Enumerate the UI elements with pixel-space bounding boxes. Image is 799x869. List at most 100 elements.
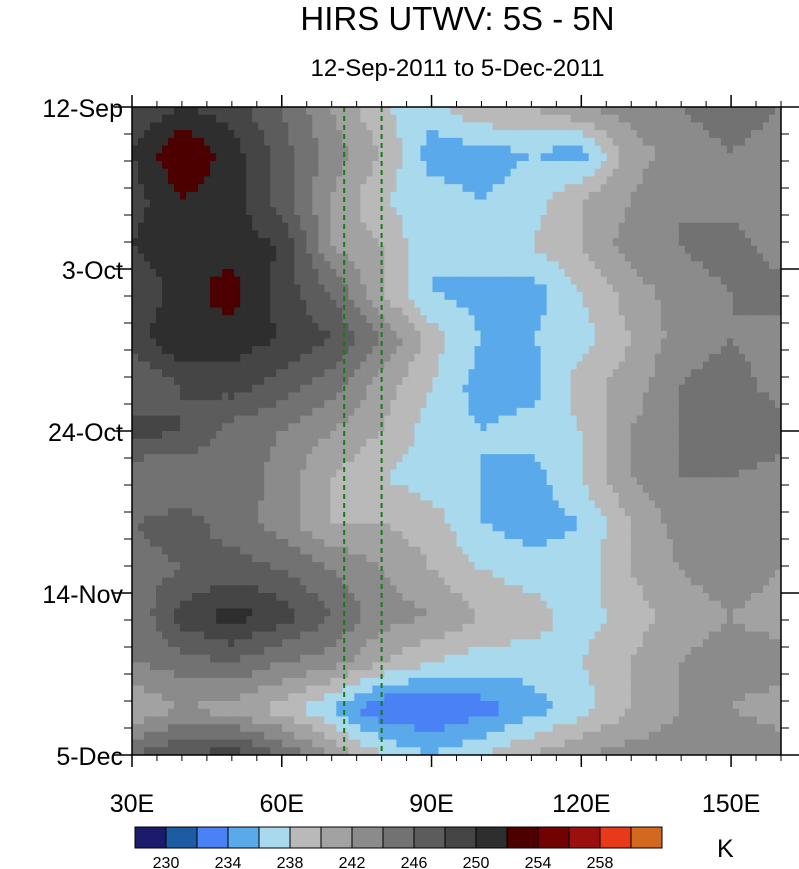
contour-cell bbox=[414, 323, 422, 332]
contour-cell bbox=[570, 114, 578, 124]
contour-cell bbox=[402, 384, 410, 394]
contour-cell bbox=[222, 323, 229, 332]
contour-cell bbox=[132, 184, 139, 193]
contour-cell bbox=[480, 361, 488, 370]
contour-cell bbox=[432, 431, 440, 440]
contour-cell bbox=[366, 431, 373, 440]
contour-cell bbox=[312, 269, 319, 278]
contour-cell bbox=[372, 161, 379, 170]
contour-cell bbox=[474, 137, 482, 147]
contour-cell bbox=[138, 377, 145, 386]
contour-cell bbox=[600, 215, 608, 224]
contour-cell bbox=[516, 323, 524, 332]
contour-cell bbox=[768, 307, 776, 316]
contour-cell bbox=[450, 369, 458, 378]
contour-cell bbox=[324, 392, 331, 401]
contour-cell bbox=[138, 261, 145, 270]
contour-cell bbox=[744, 323, 752, 332]
contour-cell bbox=[372, 407, 379, 417]
contour-cell bbox=[612, 222, 620, 232]
contour-cell bbox=[456, 269, 464, 278]
contour-cell bbox=[678, 384, 686, 394]
contour-cell bbox=[474, 168, 482, 178]
contour-cell bbox=[276, 245, 283, 255]
contour-cell bbox=[696, 215, 704, 224]
contour-cell bbox=[540, 269, 548, 278]
contour-cell bbox=[228, 153, 235, 162]
contour-cell bbox=[654, 222, 662, 232]
contour-cell bbox=[456, 384, 464, 394]
contour-cell bbox=[528, 407, 536, 417]
contour-cell bbox=[168, 384, 175, 394]
contour-cell bbox=[534, 407, 542, 417]
contour-cell bbox=[450, 330, 458, 340]
contour-cell bbox=[282, 222, 289, 232]
contour-cell bbox=[132, 230, 139, 239]
contour-cell bbox=[438, 315, 446, 324]
contour-cell bbox=[702, 369, 710, 378]
contour-cell bbox=[258, 292, 265, 301]
contour-cell bbox=[630, 137, 638, 147]
contour-cell bbox=[528, 215, 536, 224]
contour-cell bbox=[168, 392, 175, 401]
contour-cell bbox=[252, 222, 259, 232]
contour-cell bbox=[540, 191, 548, 201]
contour-cell bbox=[426, 261, 434, 270]
contour-cell bbox=[582, 431, 590, 440]
contour-cell bbox=[666, 353, 674, 363]
contour-cell bbox=[732, 222, 740, 232]
contour-cell bbox=[270, 215, 277, 224]
contour-cell bbox=[168, 423, 175, 432]
contour-cell bbox=[636, 215, 644, 224]
contour-cell bbox=[186, 114, 193, 124]
contour-cell bbox=[408, 207, 416, 216]
contour-cell bbox=[426, 400, 434, 409]
contour-cell bbox=[144, 261, 151, 270]
contour-cell bbox=[678, 130, 686, 139]
contour-cell bbox=[294, 245, 301, 255]
contour-cell bbox=[396, 284, 404, 293]
contour-cell bbox=[330, 253, 337, 262]
contour-cell bbox=[666, 222, 674, 232]
contour-cell bbox=[312, 454, 319, 463]
contour-cell bbox=[162, 353, 169, 363]
contour-cell bbox=[150, 168, 157, 178]
contour-cell bbox=[492, 384, 500, 394]
contour-cell bbox=[378, 253, 385, 262]
contour-cell bbox=[312, 338, 319, 347]
contour-cell bbox=[330, 407, 337, 417]
contour-cell bbox=[768, 222, 776, 232]
contour-cell bbox=[744, 438, 752, 448]
contour-cell bbox=[486, 346, 494, 355]
contour-cell bbox=[624, 276, 632, 286]
contour-cell bbox=[756, 184, 764, 193]
contour-cell bbox=[750, 392, 758, 401]
contour-cell bbox=[504, 407, 512, 417]
contour-cell bbox=[330, 199, 337, 208]
contour-cell bbox=[402, 207, 410, 216]
contour-cell bbox=[498, 353, 506, 363]
contour-cell bbox=[492, 137, 500, 147]
contour-cell bbox=[432, 230, 440, 239]
contour-cell bbox=[564, 184, 572, 193]
contour-cell bbox=[156, 238, 163, 247]
contour-cell bbox=[702, 361, 710, 370]
contour-cell bbox=[486, 114, 494, 124]
contour-cell bbox=[762, 253, 770, 262]
contour-cell bbox=[402, 261, 410, 270]
contour-cell bbox=[702, 400, 710, 409]
contour-cell bbox=[354, 423, 361, 432]
contour-cell bbox=[468, 184, 476, 193]
contour-cell bbox=[414, 353, 422, 363]
contour-cell bbox=[546, 176, 554, 185]
contour-cell bbox=[180, 137, 187, 147]
contour-cell bbox=[774, 145, 781, 154]
contour-cell bbox=[504, 454, 512, 463]
contour-cell bbox=[738, 222, 746, 232]
contour-cell bbox=[690, 438, 698, 448]
contour-cell bbox=[492, 107, 500, 116]
contour-cell bbox=[606, 361, 614, 370]
contour-cell bbox=[564, 392, 572, 401]
contour-cell bbox=[318, 261, 325, 270]
contour-cell bbox=[204, 284, 211, 293]
